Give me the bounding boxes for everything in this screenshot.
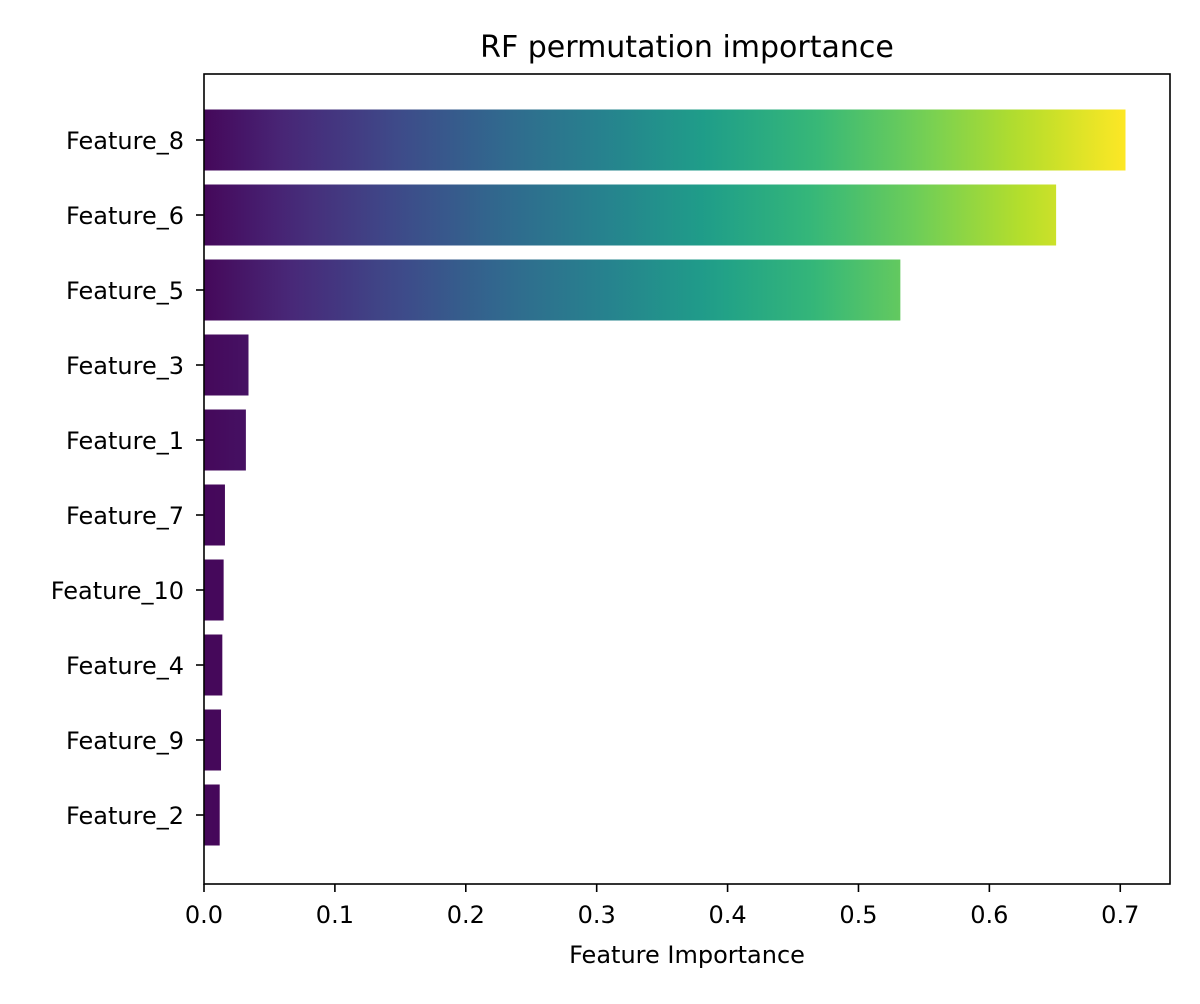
- x-tick-label: 0.0: [185, 901, 223, 929]
- y-tick-label: Feature_6: [66, 202, 184, 230]
- y-tick-label: Feature_7: [66, 502, 184, 530]
- x-tick-label: 0.5: [839, 901, 877, 929]
- x-axis-label: Feature Importance: [569, 941, 805, 969]
- bar-feature-2: [204, 784, 220, 846]
- x-tick-label: 0.7: [1101, 901, 1139, 929]
- x-axis: 0.0 0.1 0.2 0.3 0.4 0.5 0.6 0.7: [185, 884, 1139, 929]
- x-tick-label: 0.4: [708, 901, 746, 929]
- x-tick-label: 0.1: [316, 901, 354, 929]
- x-tick-label: 0.2: [447, 901, 485, 929]
- y-tick-label: Feature_9: [66, 727, 184, 755]
- y-tick-label: Feature_2: [66, 802, 184, 830]
- bar-feature-6: [204, 184, 1057, 246]
- bar-feature-1: [204, 409, 246, 471]
- bars-layer: [204, 109, 1126, 846]
- y-axis: Feature_8 Feature_6 Feature_5 Feature_3 Feat…: [51, 127, 204, 830]
- bar-feature-7: [204, 484, 225, 546]
- x-tick-label: 0.3: [578, 901, 616, 929]
- y-tick-label: Feature_5: [66, 277, 184, 305]
- plot-frame: [203, 73, 1171, 885]
- chart-title: RF permutation importance: [480, 30, 894, 65]
- bar-feature-3: [204, 334, 249, 396]
- y-tick-label: Feature_10: [51, 577, 184, 605]
- y-tick-label: Feature_4: [66, 652, 184, 680]
- bar-feature-10: [204, 559, 224, 621]
- bar-feature-8: [204, 109, 1126, 171]
- y-tick-label: Feature_1: [66, 427, 184, 455]
- bar-feature-4: [204, 634, 223, 696]
- y-tick-label: Feature_3: [66, 352, 184, 380]
- x-tick-label: 0.6: [970, 901, 1008, 929]
- y-tick-label: Feature_8: [66, 127, 184, 155]
- bar-feature-9: [204, 709, 222, 771]
- bar-feature-5: [204, 259, 901, 321]
